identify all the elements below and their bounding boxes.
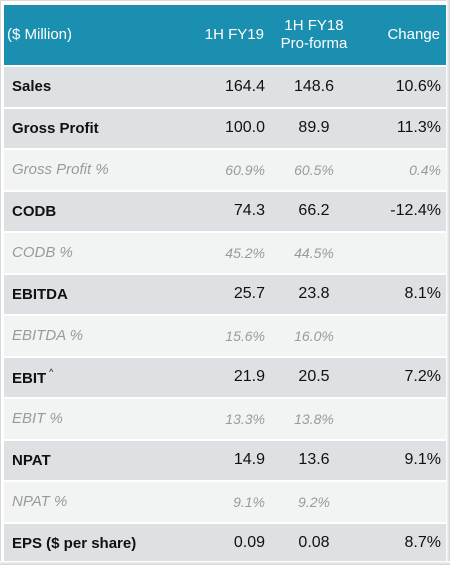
header-change: Change <box>358 5 446 67</box>
value-1h-fy18: 148.6 <box>270 66 358 109</box>
footnote-marker: ^ <box>49 367 54 378</box>
value-1h-fy19: 25.7 <box>188 273 270 316</box>
value-1h-fy19: 0.09 <box>188 522 270 565</box>
value-1h-fy19: 21.9 <box>188 356 270 399</box>
value-1h-fy19: 60.9% <box>188 149 270 192</box>
value-1h-fy18: 20.5 <box>270 356 358 399</box>
header-1h-fy18-line2: Pro-forma <box>280 35 348 52</box>
value-1h-fy18: 66.2 <box>270 190 358 233</box>
row-label: CODB <box>4 190 188 233</box>
value-1h-fy19: 9.1% <box>188 481 270 524</box>
value-change: 8.1% <box>358 273 446 316</box>
header-1h-fy18-line1: 1H FY18 <box>284 17 344 34</box>
value-1h-fy19: 100.0 <box>188 107 270 150</box>
row-label: Gross Profit <box>4 107 188 150</box>
value-1h-fy19: 14.9 <box>188 439 270 482</box>
value-1h-fy19: 164.4 <box>188 66 270 109</box>
row-gross-profit: Gross Profit 100.0 89.9 11.3% <box>4 107 446 150</box>
value-change <box>358 232 446 275</box>
header-units: ($ Million) <box>4 5 188 67</box>
row-label: Gross Profit % <box>4 149 188 192</box>
value-1h-fy18: 89.9 <box>270 107 358 150</box>
row-sales: Sales 164.4 148.6 10.6% <box>4 66 446 109</box>
value-1h-fy18: 13.6 <box>270 439 358 482</box>
frame-shadow-bottom <box>0 561 450 565</box>
value-change: 10.6% <box>358 66 446 109</box>
row-npat-pct: NPAT % 9.1% 9.2% <box>4 481 446 524</box>
table-header-row: ($ Million) 1H FY19 1H FY18 Pro-forma Ch… <box>4 5 446 67</box>
row-label: NPAT <box>4 439 188 482</box>
value-change: 9.1% <box>358 439 446 482</box>
value-1h-fy18: 9.2% <box>270 481 358 524</box>
value-1h-fy18: 0.08 <box>270 522 358 565</box>
value-1h-fy19: 13.3% <box>188 398 270 441</box>
value-change <box>358 398 446 441</box>
header-1h-fy19: 1H FY19 <box>188 5 270 67</box>
row-ebit-pct: EBIT % 13.3% 13.8% <box>4 398 446 441</box>
row-codb: CODB 74.3 66.2 -12.4% <box>4 190 446 233</box>
value-1h-fy18: 23.8 <box>270 273 358 316</box>
row-npat: NPAT 14.9 13.6 9.1% <box>4 439 446 482</box>
row-ebit: EBIT ^ 21.9 20.5 7.2% <box>4 356 446 399</box>
row-label: EBIT <box>12 370 47 388</box>
value-1h-fy19: 15.6% <box>188 315 270 358</box>
row-label-cell: EBIT ^ <box>4 356 188 399</box>
row-label: EBIT % <box>4 398 188 441</box>
row-label: NPAT % <box>4 481 188 524</box>
row-label: Sales <box>4 66 188 109</box>
value-1h-fy19: 45.2% <box>188 232 270 275</box>
row-label: EBITDA <box>4 273 188 316</box>
value-1h-fy18: 16.0% <box>270 315 358 358</box>
value-1h-fy18: 13.8% <box>270 398 358 441</box>
value-change: 11.3% <box>358 107 446 150</box>
row-eps: EPS ($ per share) 0.09 0.08 8.7% <box>4 522 446 565</box>
row-label: CODB % <box>4 232 188 275</box>
value-change <box>358 481 446 524</box>
financial-results-table: ($ Million) 1H FY19 1H FY18 Pro-forma Ch… <box>4 5 446 565</box>
header-1h-fy18: 1H FY18 Pro-forma <box>270 5 358 67</box>
row-ebitda-pct: EBITDA % 15.6% 16.0% <box>4 315 446 358</box>
row-codb-pct: CODB % 45.2% 44.5% <box>4 232 446 275</box>
value-change: 8.7% <box>358 522 446 565</box>
frame-shadow-right <box>446 0 450 565</box>
row-label: EBITDA % <box>4 315 188 358</box>
row-ebitda: EBITDA 25.7 23.8 8.1% <box>4 273 446 316</box>
value-change: 0.4% <box>358 149 446 192</box>
row-gross-profit-pct: Gross Profit % 60.9% 60.5% 0.4% <box>4 149 446 192</box>
value-change: -12.4% <box>358 190 446 233</box>
value-1h-fy18: 44.5% <box>270 232 358 275</box>
row-label: EPS ($ per share) <box>4 522 188 565</box>
value-1h-fy18: 60.5% <box>270 149 358 192</box>
value-1h-fy19: 74.3 <box>188 190 270 233</box>
value-change: 7.2% <box>358 356 446 399</box>
value-change <box>358 315 446 358</box>
